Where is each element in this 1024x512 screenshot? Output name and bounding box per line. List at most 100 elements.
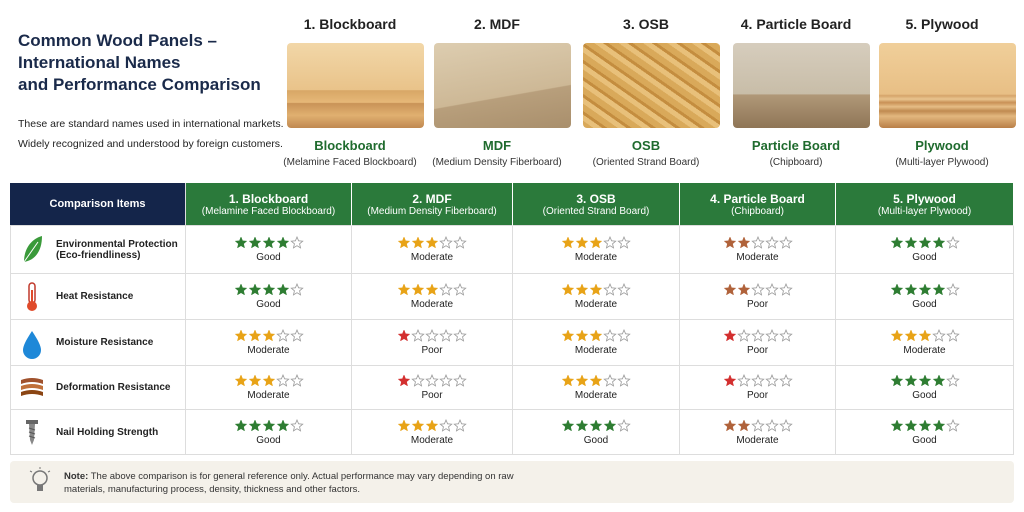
verdict: Good	[912, 434, 937, 446]
star-filled	[723, 283, 736, 296]
star-filled	[890, 236, 903, 249]
star-filled	[248, 418, 261, 431]
star-empty	[425, 329, 439, 342]
rating-cell: Poor	[680, 366, 836, 410]
star-filled	[589, 329, 603, 342]
row-label-cell: Nail Holding Strength	[10, 410, 186, 455]
rating-cell: Moderate	[680, 410, 836, 455]
column-subtitle: (Medium Density Fiberboard)	[367, 205, 497, 217]
corner-cell: Comparison Items	[10, 183, 186, 226]
star-filled	[737, 418, 750, 431]
verdict: Poor	[421, 390, 443, 401]
title-line: International Names	[18, 53, 181, 72]
column-subtitle: (Melamine Faced Blockboard)	[201, 205, 336, 217]
star-filled	[890, 418, 903, 431]
panel-subname: (Medium Density Fiberboard)	[432, 157, 562, 168]
star-empty	[425, 374, 439, 387]
title-line: and Performance Comparison	[18, 75, 261, 94]
star-empty	[778, 283, 793, 296]
star-filled	[425, 418, 439, 431]
star-filled	[723, 329, 736, 342]
star-empty	[778, 329, 793, 342]
star-filled	[248, 329, 261, 342]
panel-subname: (Multi-layer Plywood)	[895, 157, 989, 168]
rating-cell: Poor	[680, 320, 836, 366]
rating-cell: Moderate	[680, 226, 836, 274]
star-filled	[918, 236, 931, 249]
star-empty	[764, 374, 779, 387]
star-empty	[617, 374, 631, 387]
star-filled	[904, 329, 917, 342]
star-empty	[617, 236, 631, 249]
column-title: 1. Blockboard	[228, 191, 309, 206]
star-filled	[904, 418, 917, 431]
column-title: 3. OSB	[576, 191, 616, 206]
star-empty	[945, 374, 960, 387]
star-empty	[750, 329, 765, 342]
description-line: Widely recognized and understood by fore…	[18, 138, 283, 150]
rating-cell: Poor	[680, 274, 836, 320]
panel-name: Particle Board	[751, 138, 841, 153]
star-empty	[750, 374, 765, 387]
verdict: Good	[912, 299, 937, 310]
panel-name: OSB	[631, 138, 661, 153]
verdict: Moderate	[736, 252, 779, 263]
verdict: Good	[256, 252, 281, 263]
verdict: Moderate	[574, 390, 618, 401]
star-filled	[904, 236, 917, 249]
star-rating	[397, 329, 467, 342]
verdict: Good	[912, 390, 937, 401]
verdict: Moderate	[410, 434, 454, 446]
star-filled	[890, 374, 903, 387]
star-empty	[778, 374, 793, 387]
verdict: Good	[912, 252, 937, 263]
star-empty	[603, 374, 617, 387]
row-label-cell: Deformation Resistance	[10, 366, 186, 410]
star-empty	[603, 283, 617, 296]
star-filled	[262, 374, 275, 387]
verdict: Moderate	[410, 252, 454, 263]
column-subtitle: (Oriented Strand Board)	[542, 205, 650, 217]
star-filled	[932, 283, 945, 296]
star-rating	[561, 236, 631, 249]
row-label: Heat Resistance	[56, 291, 134, 302]
star-filled	[262, 236, 275, 249]
column-header: 4. Particle Board (Chipboard)	[680, 183, 836, 226]
star-empty	[439, 418, 453, 432]
panel-image	[583, 43, 720, 128]
star-filled	[425, 283, 439, 296]
star-rating	[890, 236, 960, 249]
star-empty	[764, 418, 779, 432]
star-filled	[248, 283, 261, 296]
star-rating	[723, 283, 793, 296]
panel-subname: (Chipboard)	[769, 157, 823, 168]
star-filled	[397, 418, 411, 431]
verdict: Poor	[746, 345, 769, 356]
column-title: 4. Particle Board	[710, 191, 805, 206]
star-filled	[575, 374, 589, 387]
star-rating	[561, 283, 631, 296]
star-rating	[234, 329, 304, 342]
note-label: Note:	[64, 471, 89, 482]
star-filled	[575, 418, 589, 431]
star-rating	[723, 329, 793, 342]
star-filled	[248, 236, 261, 249]
star-empty	[289, 374, 304, 387]
star-filled	[234, 329, 247, 342]
rating-cell: Good	[186, 410, 352, 455]
star-rating	[723, 418, 793, 432]
star-empty	[289, 283, 304, 296]
star-filled	[589, 236, 603, 249]
column-header: 5. Plywood (Multi-layer Plywood)	[836, 183, 1014, 226]
column-title: 2. MDF	[412, 191, 452, 206]
star-filled	[234, 374, 247, 387]
star-filled	[262, 283, 275, 296]
star-empty	[945, 418, 960, 432]
star-filled	[397, 236, 411, 249]
panel-name: MDF	[482, 138, 512, 153]
panel-image	[879, 43, 1016, 128]
verdict: Good	[256, 434, 281, 446]
star-rating	[890, 329, 960, 342]
description-line: These are standard names used in interna…	[18, 118, 284, 130]
star-empty	[453, 283, 467, 296]
